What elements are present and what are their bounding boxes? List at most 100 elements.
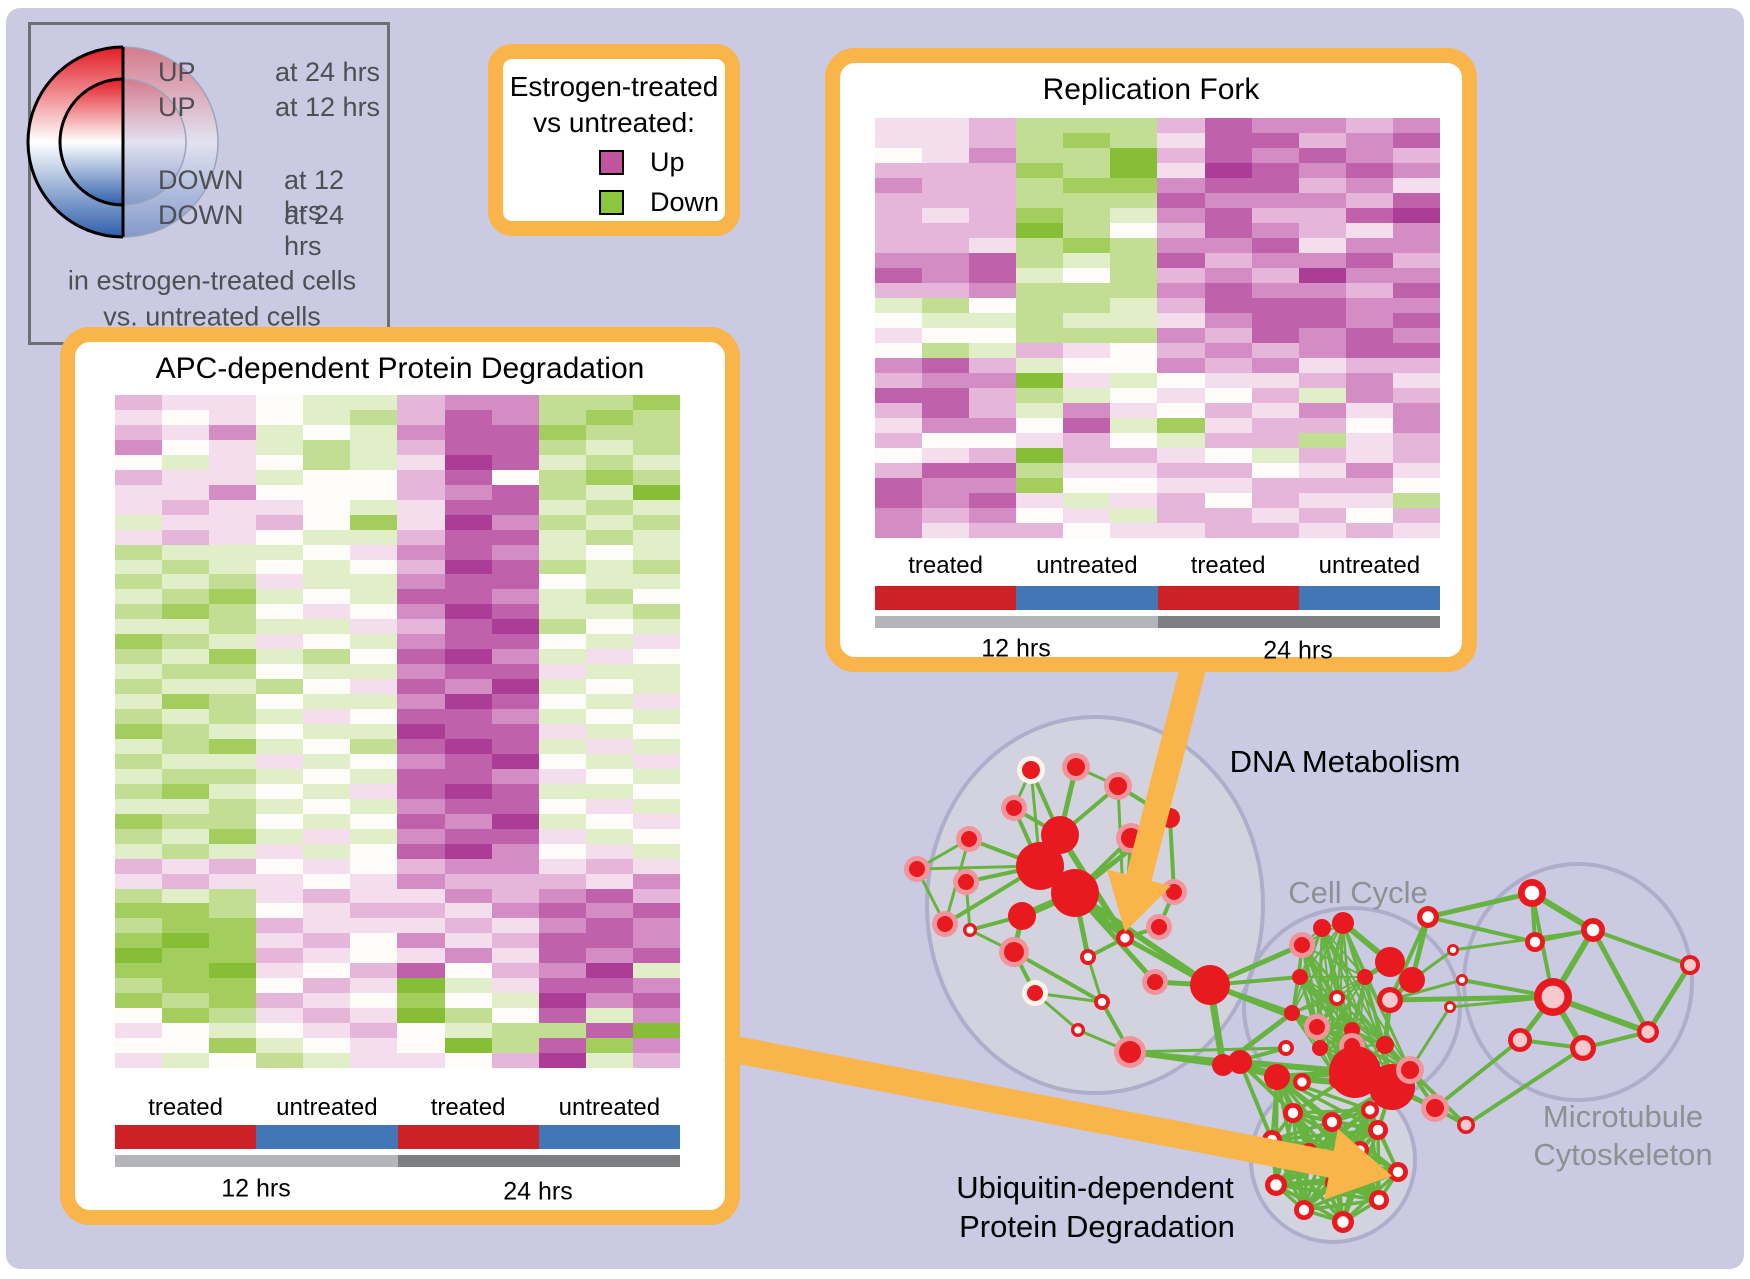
- heatmap-cell: [585, 469, 633, 485]
- heatmap-cell: [1016, 418, 1064, 433]
- heatmap-cell: [1204, 493, 1252, 508]
- heatmap-cell: [1063, 253, 1111, 268]
- heatmap-cell: [1392, 178, 1440, 193]
- heatmap-cell: [585, 963, 633, 979]
- heatmap-cell: [397, 828, 445, 844]
- heatmap-cell: [1016, 298, 1064, 313]
- heatmap-cell: [303, 424, 351, 440]
- heatmap-cell: [1157, 283, 1205, 298]
- heatmap-cell: [1392, 478, 1440, 493]
- heatmap-cell: [491, 514, 539, 530]
- heatmap-cell: [209, 828, 257, 844]
- heatmap-cell: [585, 619, 633, 635]
- heatmap-cell: [1016, 328, 1064, 343]
- heatmap-cell: [585, 918, 633, 934]
- heatmap-cell: [209, 589, 257, 605]
- heatmap-cell: [969, 193, 1017, 208]
- heatmap-cell: [1016, 223, 1064, 238]
- heatmap-cell: [1298, 433, 1346, 448]
- heatmap-cell: [922, 133, 970, 148]
- heatmap-cell: [350, 738, 398, 754]
- heatmap-cell: [922, 523, 970, 538]
- heatmap-cell: [922, 223, 970, 238]
- heatmap-cell: [256, 604, 304, 620]
- heatmap-cell: [115, 634, 163, 650]
- heatmap-cell: [115, 978, 163, 994]
- heatmap-cell: [256, 873, 304, 889]
- heatmap-cell: [1110, 208, 1158, 223]
- heatmap-cell: [444, 963, 492, 979]
- heatmap-cell: [1204, 433, 1252, 448]
- heatmap-cell: [1251, 403, 1299, 418]
- heatmap-cell: [303, 738, 351, 754]
- heatmap-cell: [1251, 358, 1299, 373]
- heatmap-cell: [1345, 148, 1393, 163]
- heatmap-cell: [1157, 313, 1205, 328]
- heatmap-cell: [444, 514, 492, 530]
- heatmap-cell: [491, 933, 539, 949]
- heatmap-cell: [444, 679, 492, 695]
- heatmap-cell: [1016, 133, 1064, 148]
- heatmap-cell: [162, 933, 210, 949]
- heatmap-cell: [162, 1008, 210, 1024]
- heatmap-cell: [444, 604, 492, 620]
- heatmap-cell: [1063, 343, 1111, 358]
- heatmap-cell: [491, 589, 539, 605]
- heatmap-cell: [1204, 178, 1252, 193]
- heatmap-cell: [1110, 133, 1158, 148]
- heatmap-cell: [1345, 238, 1393, 253]
- heatmap-cell: [632, 918, 680, 934]
- heatmap-cell: [632, 768, 680, 784]
- heatmap-cell: [397, 738, 445, 754]
- heatmap-cell: [922, 328, 970, 343]
- heatmap-cell: [1110, 358, 1158, 373]
- heatmap-cell: [256, 1023, 304, 1039]
- heatmap-cell: [632, 948, 680, 964]
- heatmap-cell: [1251, 433, 1299, 448]
- heatmap-cell: [1016, 283, 1064, 298]
- heatmap-cell: [1392, 523, 1440, 538]
- heatmap-cell: [1345, 373, 1393, 388]
- heatmap-cell: [1345, 328, 1393, 343]
- heatmap-cell: [632, 1023, 680, 1039]
- heatmap-cell: [538, 409, 586, 425]
- heatmap-cell: [875, 163, 923, 178]
- heatmap-cell: [350, 903, 398, 919]
- heatmap-cell: [1063, 148, 1111, 163]
- heatmap-cell: [1016, 178, 1064, 193]
- heatmap-cell: [922, 268, 970, 283]
- heatmap-cell: [350, 933, 398, 949]
- rf-group-label: untreated: [1318, 552, 1421, 579]
- heatmap-cell: [1110, 178, 1158, 193]
- heatmap-cell: [444, 933, 492, 949]
- heatmap-cell: [875, 133, 923, 148]
- heatmap-cell: [303, 783, 351, 799]
- heatmap-cell: [1063, 208, 1111, 223]
- heatmap-cell: [585, 454, 633, 470]
- heatmap-cell: [1204, 163, 1252, 178]
- treated-bar: [115, 1125, 257, 1149]
- heatmap-cell: [1063, 448, 1111, 463]
- heatmap-cell: [632, 1038, 680, 1054]
- heatmap-cell: [875, 268, 923, 283]
- heatmap-cell: [256, 1038, 304, 1054]
- heatmap-cell: [922, 418, 970, 433]
- heatmap-cell: [538, 454, 586, 470]
- heatmap-cell: [397, 724, 445, 739]
- heatmap-cell: [397, 768, 445, 784]
- heatmap-cell: [632, 559, 680, 575]
- heatmap-cell: [922, 463, 970, 478]
- heatmap-cell: [397, 993, 445, 1009]
- heatmap-cell: [1204, 238, 1252, 253]
- heatmap-cell: [922, 388, 970, 403]
- heatmap-cell: [922, 163, 970, 178]
- heatmap-cell: [209, 873, 257, 889]
- heatmap-cell: [875, 298, 923, 313]
- heatmap-cell: [538, 933, 586, 949]
- heatmap-cell: [1298, 448, 1346, 463]
- heatmap-cell: [875, 238, 923, 253]
- heatmap-cell: [1016, 388, 1064, 403]
- heatmap-cell: [969, 118, 1017, 133]
- heatmap-cell: [1392, 448, 1440, 463]
- heatmap-cell: [303, 634, 351, 650]
